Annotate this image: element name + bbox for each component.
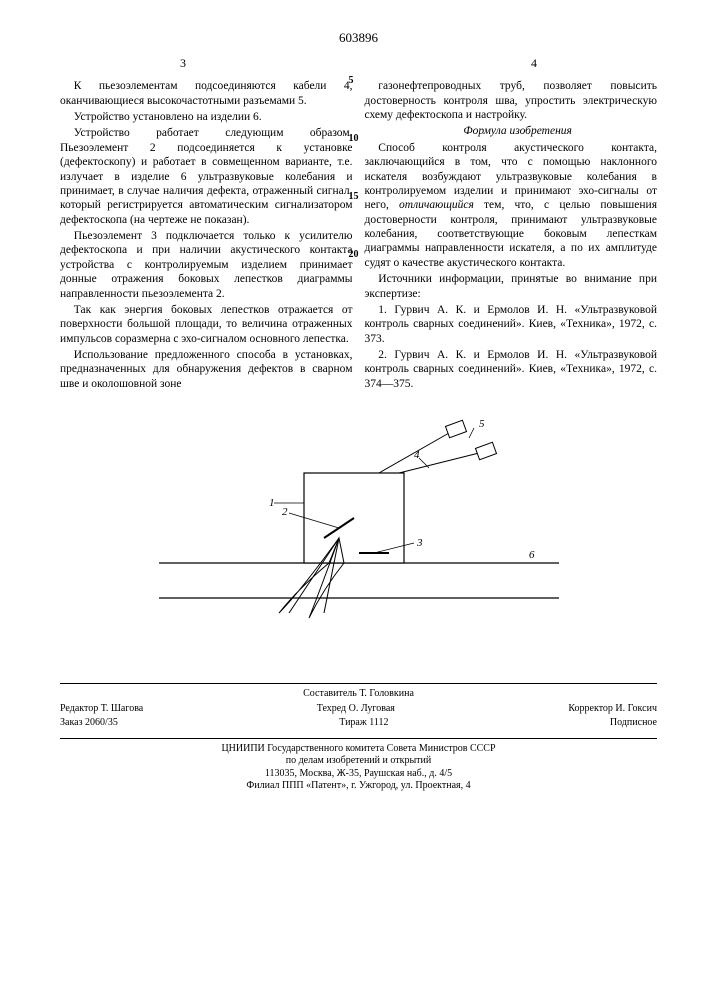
- footer-line: 113035, Москва, Ж-35, Раушская наб., д. …: [60, 768, 657, 781]
- tech-editor: Техред О. Луговая: [317, 703, 395, 716]
- claims-heading: Формула изобретения: [365, 124, 658, 138]
- body-paragraph: Пьезоэлемент 3 подключается только к уси…: [60, 229, 353, 301]
- column-number-right: 4: [531, 56, 537, 71]
- print-run: Тираж 1112: [339, 717, 388, 730]
- figure-label: 4: [414, 449, 420, 461]
- sources-heading: Источники информации, принятые во вниман…: [365, 272, 658, 301]
- figure-diagram: 1 2 3 4 5 6: [60, 413, 657, 653]
- figure-label: 3: [416, 537, 423, 549]
- body-paragraph: Устройство установлено на изделии 6.: [60, 110, 353, 124]
- source-item: 2. Гурвич А. К. и Ермолов И. Н. «Ультраз…: [365, 348, 658, 391]
- figure-label: 6: [529, 549, 535, 561]
- order-number: Заказ 2060/35: [60, 717, 118, 730]
- claim-paragraph: Способ контроля акустического контакта, …: [365, 141, 658, 270]
- left-column: К пьезоэлементам подсоединяются кабели 4…: [60, 79, 353, 393]
- figure-label: 2: [282, 506, 288, 518]
- figure-label: 1: [269, 497, 275, 509]
- subscription: Подписное: [610, 717, 657, 730]
- body-paragraph: К пьезоэлементам подсоединяются кабели 4…: [60, 79, 353, 108]
- source-item: 1. Гурвич А. К. и Ермолов И. Н. «Ультраз…: [365, 303, 658, 346]
- footer-line: Филиал ППП «Патент», г. Ужгород, ул. Про…: [60, 780, 657, 793]
- body-paragraph: газонефтепроводных труб, позволяет повыс…: [365, 79, 658, 122]
- corrector: Корректор И. Гоксич: [568, 703, 657, 716]
- compiler: Составитель Т. Головкина: [303, 688, 414, 701]
- body-paragraph: Так как энергия боковых лепестков отража…: [60, 303, 353, 346]
- body-paragraph: Устройство работает следующим образом. П…: [60, 126, 353, 227]
- column-number-left: 3: [180, 56, 186, 71]
- figure-label: 5: [479, 418, 485, 430]
- editor: Редактор Т. Шагова: [60, 703, 143, 716]
- right-column: газонефтепроводных труб, позволяет повыс…: [365, 79, 658, 393]
- body-paragraph: Использование предложенного способа в ус…: [60, 348, 353, 391]
- footer-line: ЦНИИПИ Государственного комитета Совета …: [60, 743, 657, 756]
- footer-line: по делам изобретений и открытий: [60, 755, 657, 768]
- line-number-marks: 5 10 15 20: [349, 76, 359, 308]
- footer-block: ЦНИИПИ Государственного комитета Совета …: [60, 738, 657, 793]
- document-number: 603896: [60, 30, 657, 46]
- credits-block: Составитель Т. Головкина Редактор Т. Шаг…: [60, 683, 657, 730]
